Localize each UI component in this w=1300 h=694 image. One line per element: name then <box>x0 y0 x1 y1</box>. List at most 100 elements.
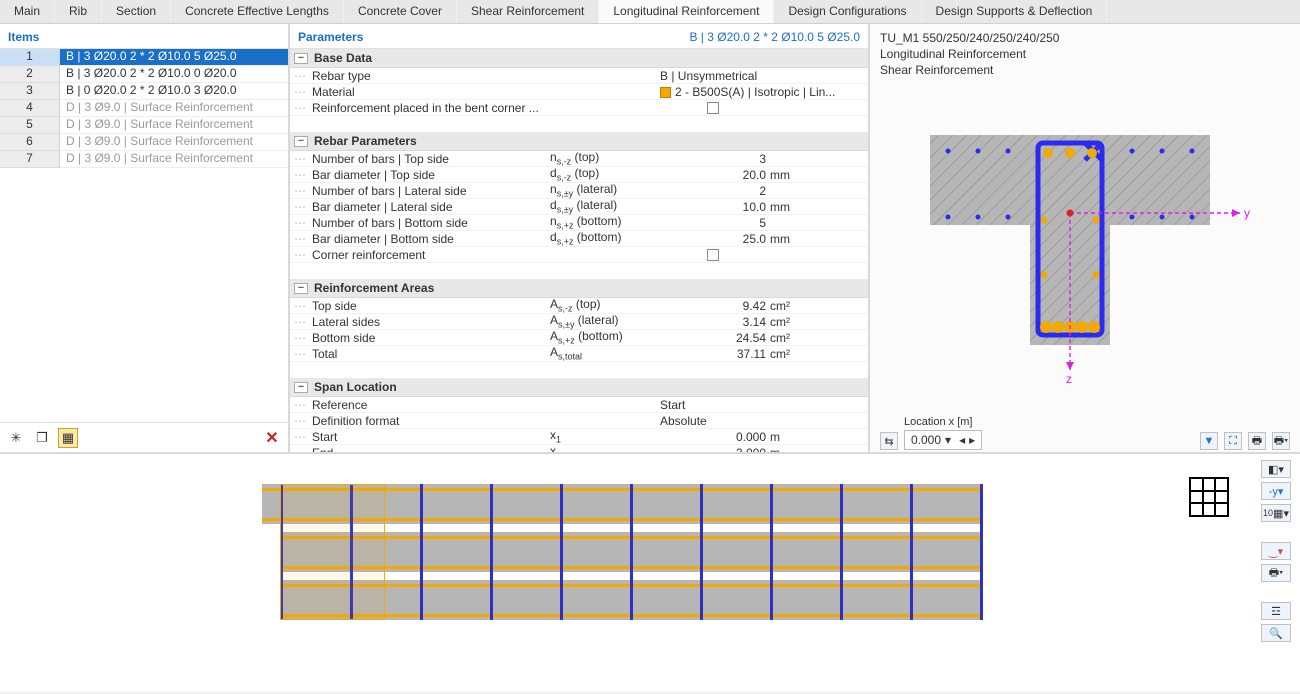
parameters-title: Parameters <box>298 30 363 44</box>
step-up-icon[interactable]: ▸ <box>969 433 975 447</box>
preview-info: TU_M1 550/250/240/250/240/250Longitudina… <box>870 24 1300 85</box>
view-print-icon[interactable]: 🖶▾ <box>1261 564 1291 582</box>
view-scale-icon[interactable]: 10▦▾ <box>1261 504 1291 522</box>
param-value[interactable]: 2 - B500S(A) | Isotropic | Lin... <box>660 85 868 99</box>
param-value[interactable]: 5 <box>660 216 770 230</box>
checkbox[interactable] <box>707 249 719 261</box>
param-label: Lateral sides <box>310 315 550 329</box>
param-value[interactable]: Absolute <box>660 414 868 428</box>
param-value[interactable]: 20.0 <box>660 168 770 182</box>
location-spinner[interactable]: 0.000 ▾ ◂ ▸ <box>904 430 982 450</box>
param-row[interactable]: ⋯Bar diameter | Bottom sideds,+z (bottom… <box>290 231 868 247</box>
param-row[interactable]: ⋯Number of bars | Top sidens,-z (top)3 <box>290 151 868 167</box>
delete-item-icon[interactable]: ✕ <box>262 428 282 448</box>
param-row[interactable]: ⋯Number of bars | Bottom sidens,+z (bott… <box>290 215 868 231</box>
collapse-icon[interactable]: − <box>294 136 308 147</box>
filter-icon[interactable]: ▼ <box>1200 432 1218 450</box>
tab-longitudinal-reinforcement[interactable]: Longitudinal Reinforcement <box>599 0 774 23</box>
chevron-down-icon[interactable]: ▾ <box>945 433 951 447</box>
item-row[interactable]: 1B | 3 Ø20.0 2 * 2 Ø10.0 5 Ø25.0 <box>0 49 288 66</box>
color-swatch <box>660 87 671 98</box>
param-symbol: ns,+z (bottom) <box>550 214 660 230</box>
param-value[interactable]: 2 <box>660 184 770 198</box>
param-value[interactable]: 25.0 <box>660 232 770 246</box>
param-value[interactable]: Start <box>660 398 868 412</box>
items-grid: 1B | 3 Ø20.0 2 * 2 Ø10.0 5 Ø25.02B | 3 Ø… <box>0 49 288 422</box>
param-row[interactable]: ⋯TotalAs,total37.11cm² <box>290 346 868 362</box>
param-value[interactable] <box>660 248 770 262</box>
param-row[interactable]: ⋯Corner reinforcement <box>290 247 868 263</box>
param-value[interactable]: B | Unsymmetrical <box>660 69 868 83</box>
view-cube-icon[interactable] <box>1186 474 1232 520</box>
view-values-icon[interactable]: ☲ <box>1261 602 1291 620</box>
tab-rib[interactable]: Rib <box>55 0 102 23</box>
param-value[interactable]: 37.11 <box>660 347 770 361</box>
sync-view-icon[interactable]: ⇆ <box>880 432 898 450</box>
param-value[interactable]: 3 <box>660 152 770 166</box>
param-value[interactable] <box>660 101 770 115</box>
item-row[interactable]: 6D | 3 Ø9.0 | Surface Reinforcement <box>0 134 288 151</box>
copy-item-icon[interactable]: ❐ <box>32 428 52 448</box>
param-row[interactable]: ⋯Lateral sidesAs,±y (lateral)3.14cm² <box>290 314 868 330</box>
param-row[interactable]: ⋯Definition formatAbsolute <box>290 413 868 429</box>
tab-concrete-effective-lengths[interactable]: Concrete Effective Lengths <box>171 0 344 23</box>
item-row[interactable]: 7D | 3 Ø9.0 | Surface Reinforcement <box>0 151 288 168</box>
param-row[interactable]: ⋯Rebar typeB | Unsymmetrical <box>290 68 868 84</box>
maximize-icon[interactable]: ⛶ <box>1224 432 1242 450</box>
tab-shear-reinforcement[interactable]: Shear Reinforcement <box>457 0 599 23</box>
param-value[interactable]: 24.54 <box>660 331 770 345</box>
param-row[interactable]: ⋯Reinforcement placed in the bent corner… <box>290 100 868 116</box>
param-row[interactable]: ⋯Bottom sideAs,+z (bottom)24.54cm² <box>290 330 868 346</box>
collapse-icon[interactable]: − <box>294 283 308 294</box>
step-down-icon[interactable]: ◂ <box>959 433 965 447</box>
param-symbol: ds,±y (lateral) <box>550 198 660 214</box>
group-header[interactable]: −Base Data <box>290 49 868 68</box>
preview-info-line: TU_M1 550/250/240/250/240/250 <box>880 30 1290 46</box>
collapse-icon[interactable]: − <box>294 382 308 393</box>
param-label: Rebar type <box>310 69 550 83</box>
item-text: B | 3 Ø20.0 2 * 2 Ø10.0 0 Ø20.0 <box>60 66 288 83</box>
parameters-body[interactable]: −Base Data⋯Rebar typeB | Unsymmetrical⋯M… <box>290 49 868 452</box>
highlight-item-icon[interactable]: ▦ <box>58 428 78 448</box>
view-axis-icon[interactable]: -y▾ <box>1261 482 1291 500</box>
view-search-icon[interactable]: 🔍 <box>1261 624 1291 642</box>
param-row[interactable]: ⋯Bar diameter | Lateral sideds,±y (later… <box>290 199 868 215</box>
view-3d-icon[interactable]: ◧▾ <box>1261 460 1291 478</box>
new-item-icon[interactable]: ✳ <box>6 428 26 448</box>
param-row[interactable]: ⋯Endx23.000m <box>290 445 868 452</box>
print-menu-icon[interactable]: 🖶▾ <box>1272 432 1290 450</box>
param-row[interactable]: ⋯ReferenceStart <box>290 397 868 413</box>
parameters-subtitle: B | 3 Ø20.0 2 * 2 Ø10.0 5 Ø25.0 <box>689 30 860 44</box>
view-deflection-icon[interactable]: ‿▾ <box>1261 542 1291 560</box>
checkbox[interactable] <box>707 102 719 114</box>
param-value[interactable]: 10.0 <box>660 200 770 214</box>
item-row[interactable]: 3B | 0 Ø20.0 2 * 2 Ø10.0 3 Ø20.0 <box>0 83 288 100</box>
print-icon[interactable]: 🖶 <box>1248 432 1266 450</box>
group-header[interactable]: −Reinforcement Areas <box>290 279 868 298</box>
param-row[interactable]: ⋯Material2 - B500S(A) | Isotropic | Lin.… <box>290 84 868 100</box>
param-value[interactable]: 3.14 <box>660 315 770 329</box>
item-row[interactable]: 5D | 3 Ø9.0 | Surface Reinforcement <box>0 117 288 134</box>
tab-main[interactable]: Main <box>0 0 55 23</box>
param-row[interactable]: ⋯Startx10.000m <box>290 429 868 445</box>
group-name: Reinforcement Areas <box>314 281 434 295</box>
group-header[interactable]: −Rebar Parameters <box>290 132 868 151</box>
param-row[interactable]: ⋯Bar diameter | Top sideds,-z (top)20.0m… <box>290 167 868 183</box>
param-row[interactable]: ⋯Number of bars | Lateral sidens,±y (lat… <box>290 183 868 199</box>
param-unit: mm <box>770 200 810 214</box>
group-name: Span Location <box>314 380 397 394</box>
param-label: Number of bars | Bottom side <box>310 216 550 230</box>
tab-design-configurations[interactable]: Design Configurations <box>774 0 921 23</box>
item-row[interactable]: 2B | 3 Ø20.0 2 * 2 Ø10.0 0 Ø20.0 <box>0 66 288 83</box>
param-value[interactable]: 0.000 <box>660 430 770 444</box>
tab-section[interactable]: Section <box>102 0 171 23</box>
param-value[interactable]: 9.42 <box>660 299 770 313</box>
collapse-icon[interactable]: − <box>294 53 308 64</box>
param-row[interactable]: ⋯Top sideAs,-z (top)9.42cm² <box>290 298 868 314</box>
param-unit: mm <box>770 232 810 246</box>
tab-concrete-cover[interactable]: Concrete Cover <box>344 0 457 23</box>
group-header[interactable]: −Span Location <box>290 378 868 397</box>
item-row[interactable]: 4D | 3 Ø9.0 | Surface Reinforcement <box>0 100 288 117</box>
tab-design-supports-deflection[interactable]: Design Supports & Deflection <box>922 0 1108 23</box>
view-tools: ◧▾ -y▾ 10▦▾ ‿▾ 🖶▾ ☲ 🔍 <box>1252 454 1300 692</box>
